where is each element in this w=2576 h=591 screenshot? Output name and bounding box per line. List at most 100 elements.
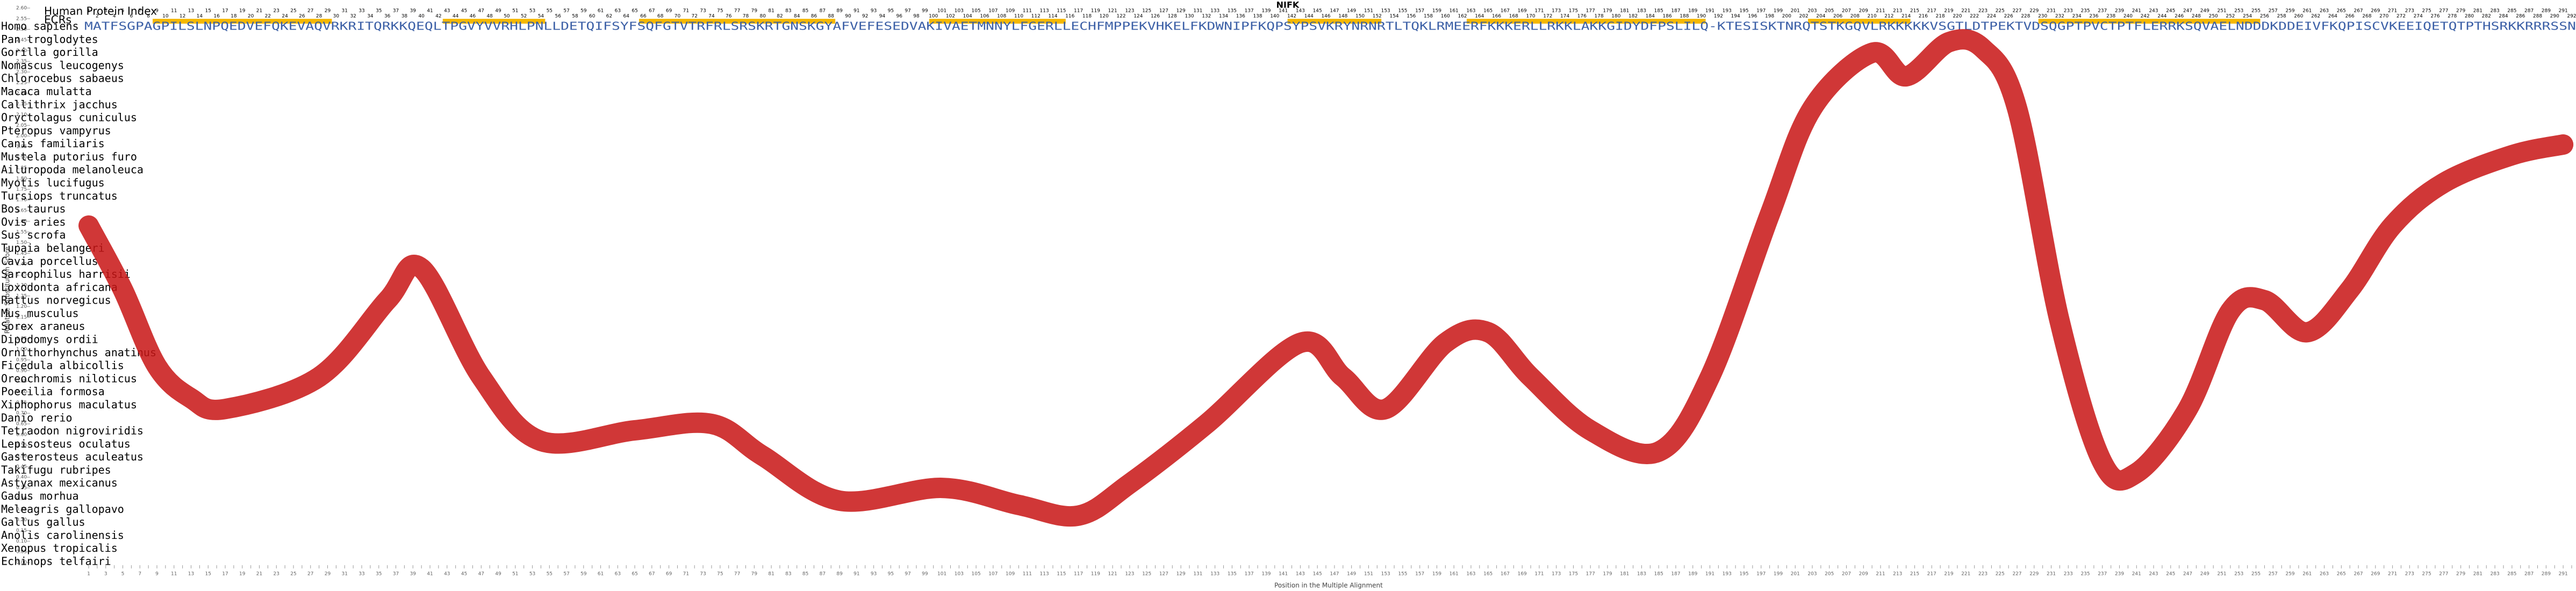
index-tick-label: 226 bbox=[2004, 14, 2013, 19]
index-tick-label: 40 bbox=[418, 14, 425, 19]
index-tick-label: 286 bbox=[2516, 14, 2525, 19]
x-tick-label: 61 bbox=[598, 572, 604, 577]
x-tick-label: 275 bbox=[2422, 572, 2431, 577]
index-tick-label: 114 bbox=[1048, 14, 1057, 19]
x-tick-label: 205 bbox=[1825, 572, 1834, 577]
x-tick-label: 243 bbox=[2149, 572, 2158, 577]
index-tick-label: 244 bbox=[2157, 14, 2166, 19]
index-tick-label: 138 bbox=[1253, 14, 1262, 19]
x-tick-label: 103 bbox=[955, 572, 964, 577]
index-tick-label: 277 bbox=[2439, 9, 2448, 14]
index-tick-label: 81 bbox=[768, 9, 774, 14]
index-tick-label: 270 bbox=[2379, 14, 2388, 19]
y-tick-label: 1.25 bbox=[16, 293, 27, 299]
index-tick-label: 180 bbox=[1611, 14, 1620, 19]
x-tick-label: 155 bbox=[1398, 572, 1407, 577]
index-tick-label: 113 bbox=[1040, 9, 1049, 14]
index-tick-label: 68 bbox=[657, 14, 664, 19]
chart-title: NIFK bbox=[1276, 0, 1300, 10]
y-tick-label: 0.50 bbox=[16, 453, 27, 459]
index-tick-label: 57 bbox=[563, 9, 569, 14]
index-tick-label: 103 bbox=[955, 9, 964, 14]
species-label: Myotis lucifugus bbox=[1, 176, 105, 189]
index-tick-label: 65 bbox=[632, 9, 637, 14]
index-tick-label: 97 bbox=[905, 9, 910, 14]
index-tick-label: 9 bbox=[155, 9, 159, 14]
index-tick-label: 118 bbox=[1082, 14, 1092, 19]
y-tick-label: 0.10 bbox=[16, 539, 27, 544]
index-tick-label: 241 bbox=[2132, 9, 2141, 14]
score-curve bbox=[78, 29, 2574, 527]
species-label: Tetraodon nigroviridis bbox=[1, 424, 143, 437]
x-tick-label: 69 bbox=[666, 572, 672, 577]
x-tick-label: 163 bbox=[1466, 572, 1475, 577]
x-tick-label: 25 bbox=[290, 572, 296, 577]
x-tick-label: 95 bbox=[888, 572, 894, 577]
x-tick-label: 117 bbox=[1074, 572, 1083, 577]
x-tick-label: 173 bbox=[1552, 572, 1561, 577]
y-tick-label: 1.65 bbox=[16, 208, 27, 214]
index-tick-label: 15 bbox=[205, 9, 211, 14]
index-tick-label: 196 bbox=[1748, 14, 1757, 19]
index-tick-label: 32 bbox=[350, 14, 356, 19]
y-tick-label: 0.15 bbox=[16, 528, 27, 534]
index-tick-label: 148 bbox=[1338, 14, 1347, 19]
index-tick-label: 60 bbox=[589, 14, 595, 19]
index-tick-label: 93 bbox=[871, 9, 877, 14]
y-tick-label: 2.15 bbox=[16, 102, 27, 107]
index-tick-label: 235 bbox=[2080, 9, 2090, 14]
x-tick-label: 229 bbox=[2029, 572, 2039, 577]
y-tick-label: 0.60 bbox=[16, 432, 27, 437]
index-tick-label: 10 bbox=[162, 14, 169, 19]
index-tick-label: 183 bbox=[1637, 9, 1646, 14]
y-tick-label: 1.55 bbox=[16, 229, 27, 235]
index-tick-label: 280 bbox=[2465, 14, 2474, 19]
index-tick-label: 264 bbox=[2328, 14, 2337, 19]
species-label: Cavia porcellus bbox=[1, 255, 98, 268]
x-tick-label: 3 bbox=[104, 572, 107, 577]
index-tick-label: 92 bbox=[862, 14, 868, 19]
index-tick-label: 36 bbox=[384, 14, 391, 19]
index-tick-label: 71 bbox=[683, 9, 689, 14]
index-tick-label: 146 bbox=[1321, 14, 1330, 19]
index-tick-label: 82 bbox=[777, 14, 783, 19]
index-tick-label: 267 bbox=[2353, 9, 2363, 14]
index-tick-label: 265 bbox=[2337, 9, 2346, 14]
x-tick-label: 65 bbox=[632, 572, 637, 577]
index-tick-label: 127 bbox=[1159, 9, 1168, 14]
index-tick-label: 269 bbox=[2371, 9, 2380, 14]
x-tick-label: 179 bbox=[1603, 572, 1612, 577]
index-tick-label: 39 bbox=[410, 9, 417, 14]
x-tick-label: 181 bbox=[1620, 572, 1629, 577]
species-label: Xenopus tropicalis bbox=[1, 542, 118, 554]
index-tick-label: 66 bbox=[640, 14, 647, 19]
index-tick-label: 275 bbox=[2422, 9, 2431, 14]
x-tick-label: 119 bbox=[1091, 572, 1100, 577]
index-tick-label: 191 bbox=[1705, 9, 1714, 14]
ecr-region bbox=[1287, 19, 1382, 24]
index-tick-label: 213 bbox=[1893, 9, 1902, 14]
species-label: Pteropus vampyrus bbox=[1, 124, 111, 137]
x-tick-label: 207 bbox=[1842, 572, 1851, 577]
x-axis-label: Position in the Multiple Alignment bbox=[1274, 582, 1383, 589]
index-tick-label: 174 bbox=[1560, 14, 1569, 19]
x-tick-label: 99 bbox=[922, 572, 928, 577]
x-tick-label: 145 bbox=[1313, 572, 1322, 577]
index-tick-label: 31 bbox=[342, 9, 348, 14]
index-tick-label: 288 bbox=[2533, 14, 2542, 19]
index-tick-label: 23 bbox=[274, 9, 279, 14]
index-tick-label: 157 bbox=[1415, 9, 1424, 14]
index-tick-label: 8 bbox=[147, 14, 150, 19]
index-tick-label: 85 bbox=[802, 9, 808, 14]
x-tick-label: 89 bbox=[836, 572, 843, 577]
species-label: Gorilla gorilla bbox=[1, 46, 98, 59]
index-tick-label: 163 bbox=[1466, 9, 1475, 14]
index-tick-label: 139 bbox=[1261, 9, 1271, 14]
index-tick-label: 212 bbox=[1884, 14, 1893, 19]
x-tick-label: 11 bbox=[171, 572, 177, 577]
index-tick-label: 206 bbox=[1833, 14, 1842, 19]
x-tick-label: 19 bbox=[239, 572, 246, 577]
index-tick-label: 249 bbox=[2200, 9, 2209, 14]
x-tick-label: 33 bbox=[358, 572, 364, 577]
